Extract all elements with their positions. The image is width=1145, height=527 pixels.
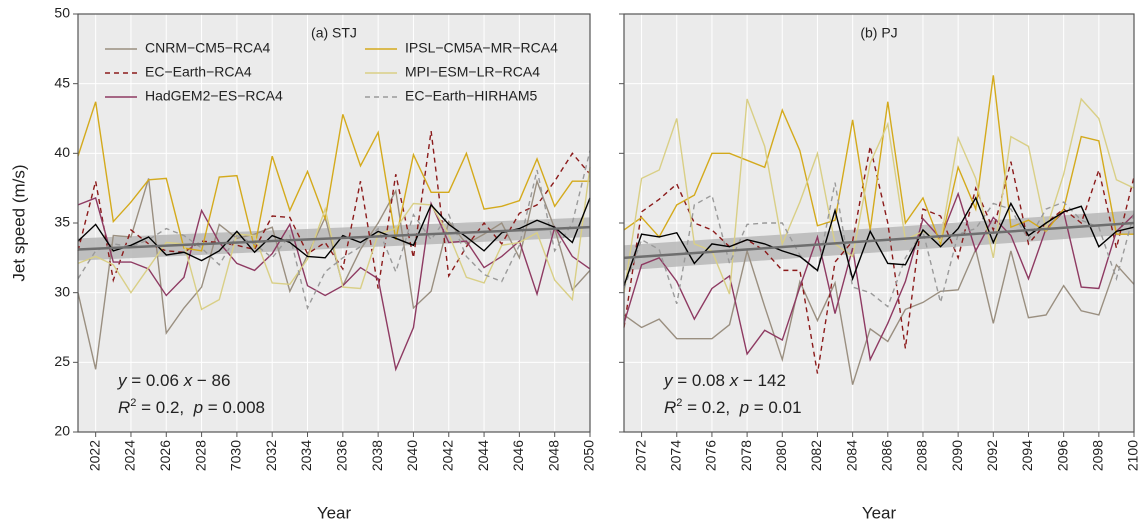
y-tick-label: 20 [54, 423, 70, 439]
x-tick-label: 2098 [1090, 440, 1106, 471]
series-line [77, 130, 591, 289]
x-tick-label: 2078 [738, 440, 754, 471]
annotation-part: = 0.08 [673, 371, 730, 390]
series-line [77, 196, 591, 372]
annotation-part: p [739, 398, 749, 417]
x-tick-label: 2092 [984, 440, 1000, 471]
x-tick-label: 2088 [914, 440, 930, 471]
annotation-part: − 86 [192, 371, 230, 390]
y-tick-label: 50 [54, 5, 70, 21]
x-tick-label: 2024 [122, 440, 138, 471]
annotation-part: y [117, 371, 128, 390]
x-tick-label: 2090 [949, 440, 965, 471]
annotation-part: R [118, 398, 130, 417]
legend-label: EC−Earth−RCA4 [145, 64, 252, 80]
y-tick-label: 45 [54, 74, 70, 90]
series-line [623, 191, 1135, 362]
legend-label: IPSL−CM5A−MR−RCA4 [405, 40, 558, 56]
x-tick-label: 2074 [667, 440, 683, 471]
x-tick-label: 2100 [1125, 440, 1141, 471]
x-axis-label: Year [317, 503, 352, 522]
annotation-part: = 0.01 [749, 398, 801, 417]
x-tick-label: 2086 [878, 440, 894, 471]
series-line [623, 247, 1135, 385]
annotation: y = 0.08 x − 142 [663, 371, 786, 390]
x-tick-label: 2028 [192, 440, 208, 471]
panel-title: (a) STJ [311, 25, 357, 41]
x-tick-label: 2082 [808, 440, 824, 471]
annotation-part: = 0.06 [127, 371, 184, 390]
x-tick-label: 2084 [843, 440, 859, 471]
legend-label: MPI−ESM−LR−RCA4 [405, 64, 540, 80]
x-tick-label: 7030 [228, 440, 244, 471]
x-tick-label: 2094 [1019, 440, 1035, 471]
trend-line [77, 225, 591, 251]
legend-label: HadGEM2−ES−RCA4 [145, 88, 283, 104]
x-tick-label: 2080 [773, 440, 789, 471]
y-tick-label: 40 [54, 144, 70, 160]
panel-title: (b) PJ [860, 25, 897, 41]
x-tick-label: 2040 [404, 440, 420, 471]
annotation-part: x [183, 371, 193, 390]
mean-line [623, 196, 1135, 286]
annotation-part: 2 [130, 397, 136, 409]
plot-frame [623, 13, 1135, 433]
annotation: y = 0.06 x − 86 [117, 371, 230, 390]
x-tick-label: 2050 [581, 440, 597, 471]
annotation-part: = 0.2, [682, 398, 739, 417]
x-tick-label: 2046 [510, 440, 526, 471]
y-tick-label: 35 [54, 214, 70, 230]
x-tick-label: 2034 [298, 440, 314, 471]
x-tick-label: 2026 [157, 440, 173, 471]
plot-frame [77, 13, 591, 433]
annotation-part: = 0.2, [136, 398, 193, 417]
x-axis-label: Year [862, 503, 897, 522]
x-tick-label: 2048 [545, 440, 561, 471]
series-line [77, 101, 590, 252]
trend-line [623, 221, 1135, 260]
series-line [623, 146, 1135, 374]
annotation: R2 = 0.2, p = 0.01 [664, 397, 802, 418]
annotation-part: = 0.008 [203, 398, 265, 417]
annotation-part: p [193, 398, 203, 417]
x-tick-label: 2036 [334, 440, 350, 471]
series-line [623, 182, 1135, 308]
x-tick-label: 2032 [263, 440, 279, 471]
series-line [77, 150, 591, 311]
annotation-part: − 142 [738, 371, 786, 390]
x-tick-label: 2096 [1054, 440, 1070, 471]
x-tick-label: 2042 [439, 440, 455, 471]
legend-label: CNRM−CM5−RCA4 [145, 40, 270, 56]
y-axis-label: Jet speed (m/s) [9, 164, 28, 281]
y-tick-label: 30 [54, 283, 70, 299]
annotation-part: x [729, 371, 739, 390]
y-tick-label: 25 [54, 353, 70, 369]
series-line [77, 178, 591, 370]
annotation-part: R [664, 398, 676, 417]
annotation-part: 2 [676, 397, 682, 409]
legend-label: EC−Earth−HIRHAM5 [405, 88, 537, 104]
annotation: R2 = 0.2, p = 0.008 [118, 397, 265, 418]
x-tick-label: 2022 [86, 440, 102, 471]
x-tick-label: 2072 [632, 440, 648, 471]
x-tick-label: 2044 [475, 440, 491, 471]
x-tick-label: 2076 [703, 440, 719, 471]
x-tick-label: 2038 [369, 440, 385, 471]
annotation-part: y [663, 371, 674, 390]
